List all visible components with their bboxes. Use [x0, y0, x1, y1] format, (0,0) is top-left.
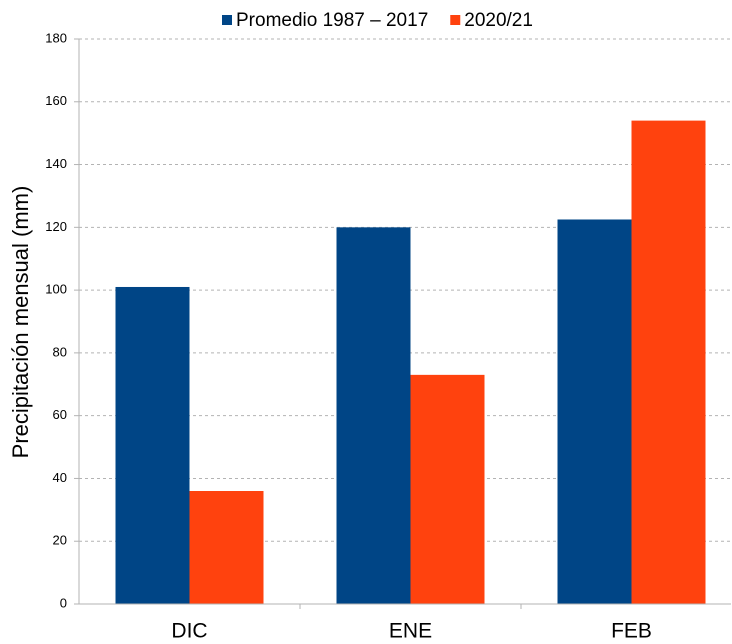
bar [631, 120, 706, 604]
y-tick-label: 140 [45, 156, 67, 171]
bar [410, 374, 485, 604]
y-tick-label: 100 [45, 282, 67, 297]
legend-label: 2020/21 [464, 10, 533, 31]
x-tick-label: FEB [611, 620, 652, 643]
y-tick-label: 80 [53, 344, 67, 359]
y-tick-label: 0 [60, 595, 67, 610]
x-tick-label: ENE [389, 620, 432, 643]
y-tick-label: 40 [53, 470, 67, 485]
x-tick-label: DIC [171, 620, 207, 643]
bar [336, 227, 411, 605]
y-tick-label: 60 [53, 407, 67, 422]
y-tick-label: 120 [45, 219, 67, 234]
y-axis-title: Precipitación mensual (mm) [8, 186, 33, 459]
bar [189, 491, 264, 604]
bar [557, 219, 632, 604]
y-tick-label: 160 [45, 93, 67, 108]
legend-swatch [222, 15, 232, 25]
legend-label: Promedio 1987 – 2017 [236, 10, 428, 31]
y-tick-label: 180 [45, 30, 67, 45]
y-tick-label: 20 [53, 533, 67, 548]
legend-swatch [450, 15, 461, 25]
bar [115, 286, 190, 604]
